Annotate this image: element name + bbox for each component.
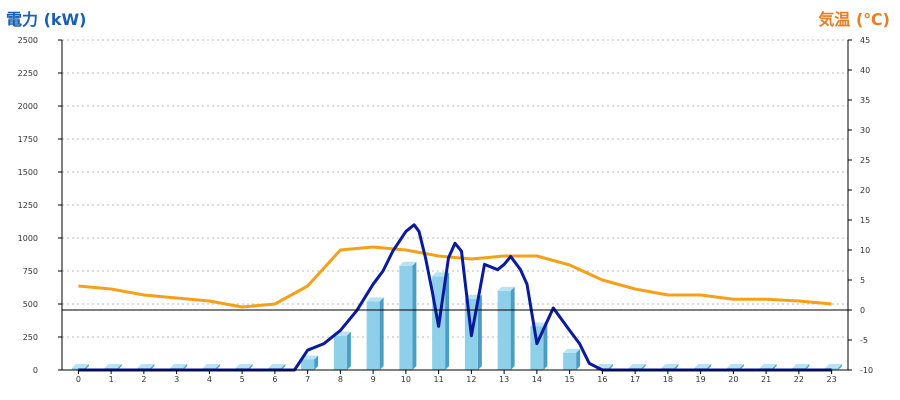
power-bar-top — [366, 297, 384, 302]
left-tick-label: 500 — [23, 300, 38, 309]
x-tick-label: 21 — [761, 375, 771, 384]
power-bar — [301, 355, 319, 370]
x-tick-label: 22 — [794, 375, 804, 384]
power-bar-front — [333, 335, 347, 370]
power-bar-side — [576, 348, 581, 370]
power-bar-top — [170, 364, 188, 368]
left-tick-label: 750 — [23, 267, 38, 276]
x-tick-label: 8 — [338, 375, 343, 384]
power-bar-side — [346, 331, 351, 370]
power-bar-side — [838, 364, 843, 370]
power-bar-top — [137, 364, 155, 368]
power-bar-front — [399, 265, 413, 370]
power-bar-side — [379, 297, 384, 370]
left-axis-title: 電力 (kW) — [6, 10, 87, 29]
power-bar-front — [563, 352, 577, 370]
x-tick-label: 12 — [466, 375, 476, 384]
right-tick-label: 5 — [860, 276, 865, 285]
power-bar-top — [497, 286, 515, 291]
power-bar — [563, 348, 581, 370]
power-bar-top — [726, 364, 744, 368]
right-tick-label: 25 — [860, 156, 870, 165]
x-tick-label: 5 — [240, 375, 245, 384]
left-tick-label: 1000 — [18, 234, 38, 243]
power-bar — [825, 364, 843, 370]
x-tick-label: 14 — [532, 375, 542, 384]
power-bar-side — [412, 261, 417, 370]
x-tick-label: 17 — [630, 375, 640, 384]
power-bar-top — [202, 364, 220, 368]
power-bar — [366, 297, 384, 370]
right-tick-label: 40 — [860, 66, 870, 75]
power-bar — [399, 261, 417, 370]
right-tick-label: 15 — [860, 216, 870, 225]
x-tick-label: 4 — [207, 375, 212, 384]
right-tick-label: -10 — [860, 366, 873, 375]
x-tick-label: 13 — [499, 375, 509, 384]
power-bar-top — [595, 364, 613, 368]
right-tick-label: -5 — [860, 336, 868, 345]
power-bar-front — [497, 290, 511, 370]
power-bar-side — [510, 286, 515, 370]
power-bar-top — [825, 364, 843, 368]
power-bar-side — [477, 294, 482, 370]
x-tick-label: 3 — [174, 375, 179, 384]
x-tick-label: 20 — [728, 375, 738, 384]
right-tick-label: 0 — [860, 306, 865, 315]
right-tick-label: 35 — [860, 96, 870, 105]
left-tick-label: 1750 — [18, 135, 38, 144]
power-bar-front — [71, 368, 85, 370]
x-tick-label: 18 — [663, 375, 673, 384]
power-bar-top — [301, 355, 319, 360]
x-tick-label: 9 — [371, 375, 376, 384]
power-bar — [333, 331, 351, 370]
power-bar-top — [563, 348, 581, 353]
power-bar-side — [543, 322, 548, 370]
x-tick-label: 16 — [597, 375, 607, 384]
x-tick-label: 1 — [109, 375, 114, 384]
power-bar-top — [235, 364, 253, 368]
right-tick-label: 30 — [860, 126, 870, 135]
power-bar-top — [399, 261, 417, 266]
x-tick-label: 7 — [305, 375, 310, 384]
left-tick-label: 0 — [33, 366, 38, 375]
power-bar-front — [366, 301, 380, 370]
power-line — [78, 223, 832, 372]
x-tick-label: 2 — [141, 375, 146, 384]
left-tick-label: 2500 — [18, 36, 38, 45]
power-bar-top — [792, 364, 810, 368]
x-tick-label: 23 — [827, 375, 837, 384]
power-bar-front — [301, 359, 315, 370]
power-bar-side — [445, 272, 450, 370]
power-bar-top — [268, 364, 286, 368]
left-tick-label: 1250 — [18, 201, 38, 210]
x-tick-label: 6 — [272, 375, 277, 384]
left-tick-label: 1500 — [18, 168, 38, 177]
power-bar-top — [628, 364, 646, 368]
power-bar-side — [314, 355, 319, 370]
right-tick-label: 20 — [860, 186, 870, 195]
x-tick-label: 10 — [401, 375, 411, 384]
power-bar-top — [759, 364, 777, 368]
power-bar-top — [694, 364, 712, 368]
right-axis-title: 気温 (℃) — [818, 10, 890, 29]
power-bar-top — [104, 364, 122, 368]
x-tick-label: 11 — [434, 375, 444, 384]
right-tick-label: 45 — [860, 36, 870, 45]
x-tick-label: 15 — [565, 375, 575, 384]
left-tick-label: 250 — [23, 333, 38, 342]
power-bar-top — [71, 364, 89, 368]
temperature-line — [78, 245, 832, 309]
right-tick-label: 10 — [860, 246, 870, 255]
x-tick-label: 19 — [696, 375, 706, 384]
left-tick-label: 2000 — [18, 102, 38, 111]
left-tick-label: 2250 — [18, 69, 38, 78]
power-bar-top — [661, 364, 679, 368]
x-tick-label: 0 — [76, 375, 81, 384]
power-bar — [497, 286, 515, 370]
power-bar-front — [825, 368, 839, 370]
